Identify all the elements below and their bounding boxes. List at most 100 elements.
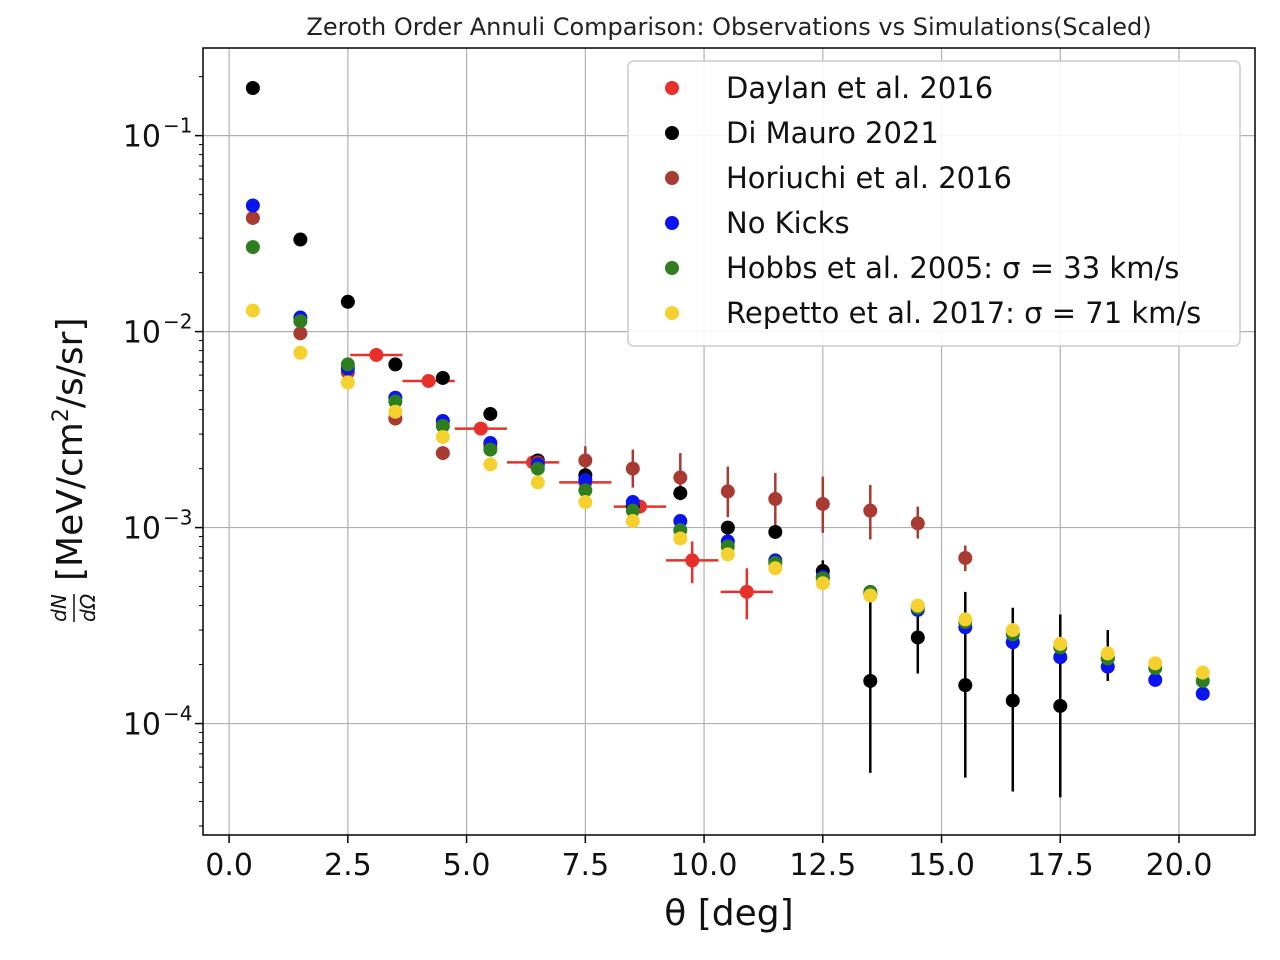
x-axis-ticks: 0.0 2.5 5.0 7.5 10.0 12.5 15.0 17.5 20.0	[205, 835, 1212, 883]
point-daylan-et-al-2016	[685, 553, 700, 568]
point-horiuchi-et-al-2016	[768, 491, 783, 506]
x-tick-label: 17.5	[1027, 848, 1094, 883]
point-di-mauro-2021	[435, 370, 450, 385]
point-repetto-et-al-2017-71-km-s	[910, 598, 925, 613]
x-tick-label: 15.0	[908, 848, 975, 883]
y-tick-exponent: −4	[163, 702, 192, 726]
point-di-mauro-2021	[958, 678, 973, 693]
y-tick-label: 10	[123, 120, 161, 155]
point-hobbs-et-al-2005-33-km-s	[483, 442, 498, 457]
point-horiuchi-et-al-2016	[245, 210, 260, 225]
point-di-mauro-2021	[863, 673, 878, 688]
plot-area-frame	[202, 47, 1256, 836]
point-daylan-et-al-2016	[739, 584, 754, 599]
point-di-mauro-2021	[388, 357, 403, 372]
x-tick-label: 5.0	[443, 848, 491, 883]
y-tick-label: 10	[123, 708, 161, 743]
point-horiuchi-et-al-2016	[958, 550, 973, 565]
point-repetto-et-al-2017-71-km-s	[1148, 656, 1163, 671]
point-repetto-et-al-2017-71-km-s	[578, 495, 593, 510]
point-di-mauro-2021	[483, 406, 498, 421]
legend-marker-repetto-et-al-2017-71-km-s	[665, 306, 679, 320]
legend-marker-hobbs-et-al-2005-33-km-s	[665, 261, 679, 275]
legend-label-hobbs-et-al-2005-33-km-s: Hobbs et al. 2005: σ = 33 km/s	[726, 251, 1179, 285]
x-axis-label: θ [deg]	[664, 893, 793, 934]
point-di-mauro-2021	[768, 524, 783, 539]
point-horiuchi-et-al-2016	[435, 446, 450, 461]
point-no-kicks	[1195, 686, 1210, 701]
x-tick-label: 20.0	[1146, 848, 1213, 883]
point-di-mauro-2021	[1053, 698, 1068, 713]
x-tick-label: 7.5	[561, 848, 609, 883]
y-axis-label-fraction-denominator: dΩ	[76, 593, 100, 622]
point-di-mauro-2021	[910, 630, 925, 645]
data-points	[245, 81, 1210, 713]
point-repetto-et-al-2017-71-km-s	[245, 303, 260, 318]
legend-marker-di-mauro-2021	[665, 126, 679, 140]
point-repetto-et-al-2017-71-km-s	[1005, 623, 1020, 638]
point-horiuchi-et-al-2016	[673, 470, 688, 485]
chart-title: Zeroth Order Annuli Comparison: Observat…	[306, 13, 1151, 41]
point-di-mauro-2021	[673, 486, 688, 501]
point-hobbs-et-al-2005-33-km-s	[388, 394, 403, 409]
y-axis-ticks: 10−110−210−310−4	[123, 76, 203, 827]
point-no-kicks	[1053, 650, 1068, 665]
y-axis-label-superscript: 2	[49, 408, 74, 422]
point-repetto-et-al-2017-71-km-s	[815, 576, 830, 591]
point-no-kicks	[245, 198, 260, 213]
point-di-mauro-2021	[1005, 693, 1020, 708]
point-hobbs-et-al-2005-33-km-s	[293, 314, 308, 329]
point-repetto-et-al-2017-71-km-s	[863, 588, 878, 603]
point-daylan-et-al-2016	[473, 421, 488, 436]
y-axis-label-prefix: [MeV/cm	[50, 422, 91, 581]
point-repetto-et-al-2017-71-km-s	[625, 514, 640, 529]
point-repetto-et-al-2017-71-km-s	[1100, 646, 1115, 661]
point-daylan-et-al-2016	[369, 347, 384, 362]
point-horiuchi-et-al-2016	[293, 326, 308, 341]
legend: Daylan et al. 2016 Di Mauro 2021 Horiuchi …	[627, 60, 1241, 347]
point-di-mauro-2021	[293, 232, 308, 247]
point-repetto-et-al-2017-71-km-s	[340, 375, 355, 390]
point-repetto-et-al-2017-71-km-s	[293, 345, 308, 360]
point-horiuchi-et-al-2016	[863, 503, 878, 518]
y-tick-label: 10	[123, 512, 161, 547]
point-no-kicks	[578, 472, 593, 487]
y-axis-label-fraction-numerator: dN	[47, 594, 71, 622]
point-hobbs-et-al-2005-33-km-s	[530, 461, 545, 476]
point-horiuchi-et-al-2016	[625, 461, 640, 476]
legend-frame	[627, 60, 1241, 347]
point-repetto-et-al-2017-71-km-s	[768, 561, 783, 576]
legend-label-daylan-et-al-2016: Daylan et al. 2016	[726, 71, 993, 105]
point-no-kicks	[1148, 672, 1163, 687]
legend-label-no-kicks: No Kicks	[726, 206, 850, 240]
y-axis-label: dN dΩ [MeV/cm2/s/sr]	[47, 318, 100, 622]
point-repetto-et-al-2017-71-km-s	[388, 404, 403, 419]
y-axis-label-suffix: /s/sr]	[50, 318, 91, 409]
legend-label-horiuchi-et-al-2016: Horiuchi et al. 2016	[726, 161, 1012, 195]
legend-items: Daylan et al. 2016 Di Mauro 2021 Horiuchi …	[665, 71, 1201, 330]
point-horiuchi-et-al-2016	[910, 516, 925, 531]
point-horiuchi-et-al-2016	[578, 453, 593, 468]
point-repetto-et-al-2017-71-km-s	[1053, 636, 1068, 651]
x-tick-label: 12.5	[789, 848, 856, 883]
point-di-mauro-2021	[245, 81, 260, 96]
point-hobbs-et-al-2005-33-km-s	[245, 240, 260, 255]
point-hobbs-et-al-2005-33-km-s	[435, 418, 450, 433]
legend-marker-horiuchi-et-al-2016	[665, 171, 679, 185]
point-hobbs-et-al-2005-33-km-s	[340, 357, 355, 372]
point-hobbs-et-al-2005-33-km-s	[578, 483, 593, 498]
x-tick-label: 10.0	[671, 848, 738, 883]
point-di-mauro-2021	[720, 520, 735, 535]
point-daylan-et-al-2016	[421, 373, 436, 388]
point-repetto-et-al-2017-71-km-s	[435, 429, 450, 444]
point-repetto-et-al-2017-71-km-s	[673, 531, 688, 546]
x-tick-label: 0.0	[205, 848, 253, 883]
point-repetto-et-al-2017-71-km-s	[958, 612, 973, 627]
legend-label-di-mauro-2021: Di Mauro 2021	[726, 116, 939, 150]
legend-marker-no-kicks	[665, 216, 679, 230]
y-tick-exponent: −2	[163, 310, 192, 334]
y-axis-label-units: [MeV/cm2/s/sr]	[49, 318, 91, 582]
legend-marker-daylan-et-al-2016	[665, 81, 679, 95]
point-horiuchi-et-al-2016	[720, 484, 735, 499]
x-tick-label: 2.5	[324, 848, 372, 883]
